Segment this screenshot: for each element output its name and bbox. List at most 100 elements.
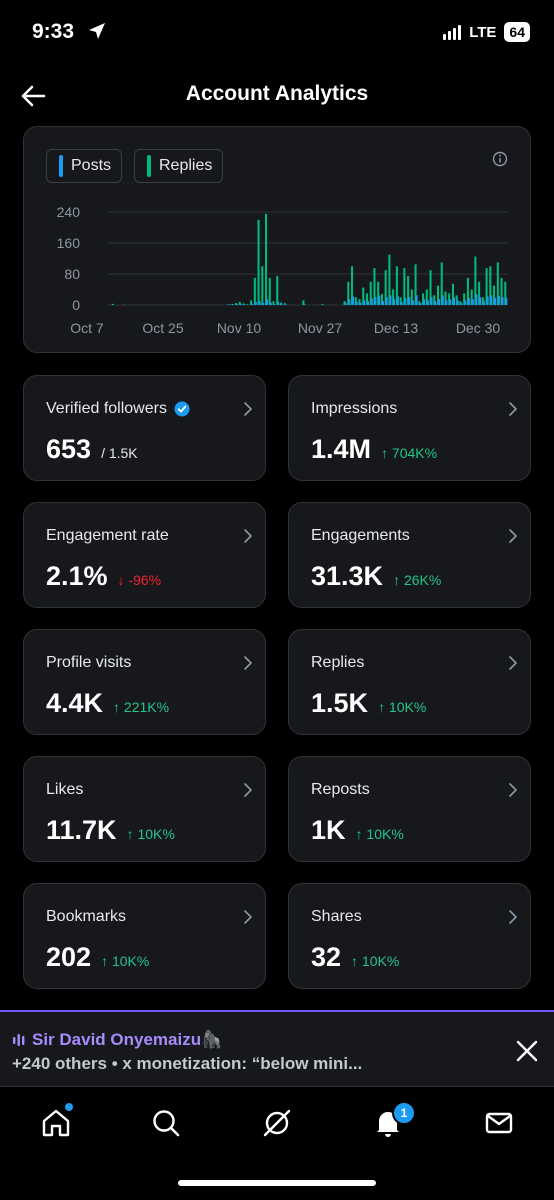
metric-label-text: Impressions [311, 400, 397, 418]
bar-posts [251, 304, 253, 305]
y-tick-label: 240 [57, 204, 81, 220]
bar-posts [468, 298, 470, 305]
metric-delta: ↑ 10K% [101, 953, 149, 969]
chevron-right-icon [508, 656, 518, 670]
metric-delta: ↑ 10K% [378, 699, 426, 715]
metric-label-text: Reposts [311, 781, 370, 799]
x-tick-label: Nov 10 [217, 320, 262, 336]
bar-posts [277, 302, 279, 305]
bar-posts [431, 297, 433, 305]
bar-posts [490, 295, 492, 305]
metric-delta: ↑ 10K% [351, 953, 399, 969]
battery-level: 64 [504, 22, 530, 42]
live-space-bar[interactable]: Sir David Onyemaizu 🦍 +240 others • x mo… [0, 1010, 554, 1086]
bar-posts [363, 300, 365, 305]
bar-replies [265, 214, 267, 305]
metric-delta: ↑ 10K% [127, 826, 175, 842]
bar-posts [453, 297, 455, 305]
home-indicator [178, 1180, 376, 1186]
y-tick-label: 160 [57, 235, 81, 251]
bar-posts [464, 300, 466, 305]
metric-label: Reposts [311, 781, 370, 799]
metric-value: 4.4K [46, 688, 103, 718]
metric-card-replies[interactable]: Replies 1.5K↑ 10K% [288, 629, 531, 735]
chevron-right-icon [243, 783, 253, 797]
bar-posts [397, 296, 399, 305]
bar-posts [419, 303, 421, 305]
metric-label-text: Shares [311, 908, 362, 926]
metric-value: 202 [46, 942, 91, 972]
bar-posts [255, 302, 257, 305]
metric-label-text: Likes [46, 781, 83, 799]
mail-icon[interactable] [481, 1105, 517, 1141]
bar-posts [457, 300, 459, 305]
bar-posts [460, 303, 462, 305]
metric-value-row: 1.5K↑ 10K% [311, 688, 426, 719]
bar-posts [259, 301, 261, 305]
bar-posts [348, 299, 350, 305]
bar-posts [393, 299, 395, 305]
metric-value-row: 31.3K↑ 26K% [311, 561, 441, 592]
bar-posts [416, 295, 418, 305]
metric-label: Verified followers [46, 400, 190, 418]
close-icon[interactable] [516, 1040, 538, 1062]
bar-posts [236, 304, 238, 305]
live-subtitle: +240 others • x monetization: “below min… [12, 1054, 452, 1074]
search-icon[interactable] [148, 1105, 184, 1141]
x-tick-label: Oct 25 [142, 320, 183, 336]
bar-posts [505, 298, 507, 305]
metric-label: Shares [311, 908, 362, 926]
notifications-badge: 1 [392, 1101, 416, 1125]
bar-posts [479, 297, 481, 305]
bar-posts [266, 299, 268, 305]
chevron-right-icon [508, 402, 518, 416]
bar-posts [412, 300, 414, 305]
metric-label: Engagements [311, 527, 410, 545]
metric-card-shares[interactable]: Shares 32 ↑ 10K% [288, 883, 531, 989]
x-tick-label: Nov 27 [298, 320, 343, 336]
bar-posts [483, 301, 485, 305]
metric-label: Impressions [311, 400, 397, 418]
chevron-right-icon [508, 783, 518, 797]
metric-card-reposts[interactable]: Reposts 1K↑ 10K% [288, 756, 531, 862]
metric-value-row: 2.1%↓ -96% [46, 561, 161, 592]
signal-icon [443, 24, 461, 40]
bar-posts [303, 304, 305, 305]
bar-posts [401, 302, 403, 305]
network-type: LTE [469, 24, 496, 41]
chevron-right-icon [243, 402, 253, 416]
metric-label: Replies [311, 654, 364, 672]
metric-card-engagements[interactable]: Engagements 31.3K↑ 26K% [288, 502, 531, 608]
bar-posts [374, 297, 376, 305]
x-tick-label: Oct 7 [70, 320, 104, 336]
metric-label-text: Replies [311, 654, 364, 672]
metric-delta: ↑ 10K% [356, 826, 404, 842]
metric-value-row: 1.4M↑ 704K% [311, 434, 437, 465]
metric-card-impressions[interactable]: Impressions 1.4M↑ 704K% [288, 375, 531, 481]
metric-value-row: 202 ↑ 10K% [46, 942, 149, 973]
grok-icon[interactable] [259, 1105, 295, 1141]
bar-posts [274, 304, 276, 305]
bar-posts [240, 304, 242, 305]
metric-label: Profile visits [46, 654, 131, 672]
metric-value: 32 [311, 942, 341, 972]
home-unread-dot [65, 1103, 73, 1111]
metric-label-text: Engagements [311, 527, 410, 545]
live-host-emoji: 🦍 [201, 1030, 222, 1050]
metric-value-row: 1K↑ 10K% [311, 815, 404, 846]
metric-label-text: Verified followers [46, 400, 167, 418]
bar-posts [408, 297, 410, 305]
bar-replies [269, 278, 271, 305]
bar-posts [423, 299, 425, 305]
bar-posts [449, 300, 451, 305]
bar-posts [494, 298, 496, 305]
metric-label-text: Profile visits [46, 654, 131, 672]
page-title: Account Analytics [0, 82, 554, 106]
